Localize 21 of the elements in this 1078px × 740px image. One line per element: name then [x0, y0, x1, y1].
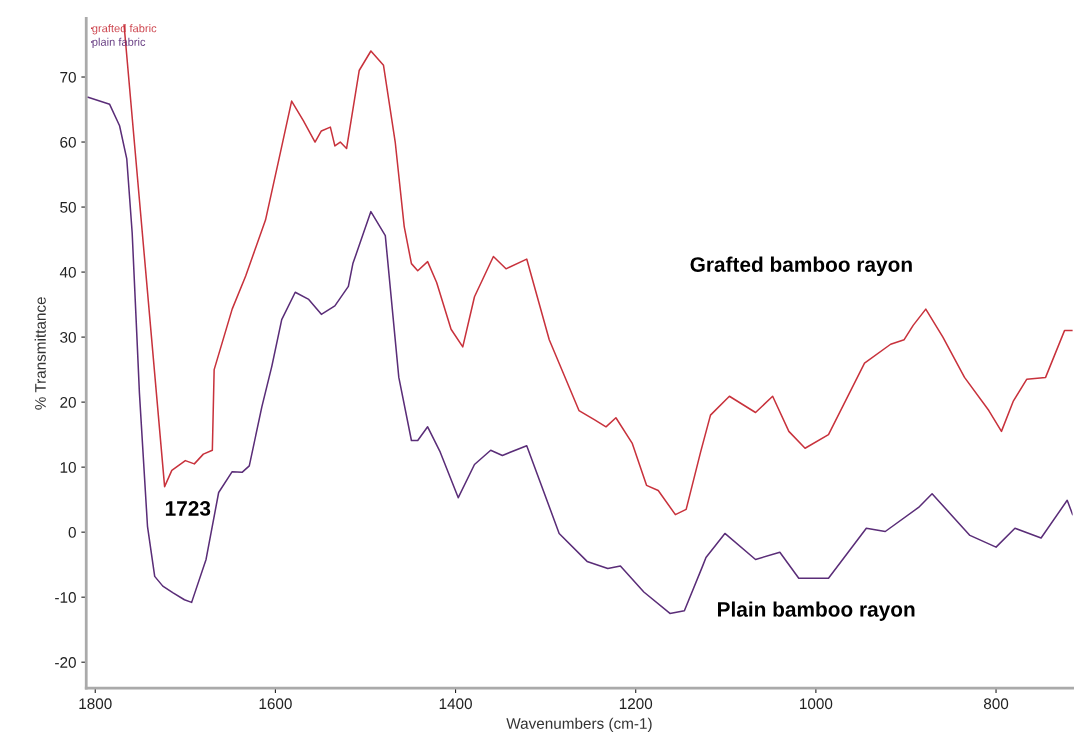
- y-tick-label: 30: [60, 331, 76, 343]
- annotation: 1723: [165, 501, 211, 516]
- x-tick-label: 1400: [439, 698, 472, 710]
- y-tick-label: 60: [60, 136, 76, 148]
- y-axis-title: % Transmittance: [34, 297, 46, 410]
- x-tick-label: 1200: [619, 698, 653, 710]
- annotation: Grafted bamboo rayon: [690, 256, 912, 276]
- y-tick-label: 0: [68, 527, 76, 538]
- y-tick-label: 10: [60, 462, 76, 473]
- y-tick-label: 70: [60, 71, 76, 83]
- x-tick-label: 1600: [259, 698, 292, 710]
- y-tick-label: 40: [59, 266, 76, 278]
- y-tick-label: -10: [55, 592, 76, 603]
- y-tick-label: 20: [60, 396, 76, 408]
- x-tick-label: 800: [983, 698, 1009, 710]
- y-tick-label: 50: [60, 201, 76, 213]
- x-tick-label: 1800: [79, 698, 112, 710]
- y-tick-label: -20: [55, 657, 76, 668]
- annotation: Plain bamboo rayon: [718, 601, 915, 621]
- x-tick-label: 1000: [800, 698, 833, 710]
- x-axis-title: Wavenumbers (cm-1): [506, 717, 652, 732]
